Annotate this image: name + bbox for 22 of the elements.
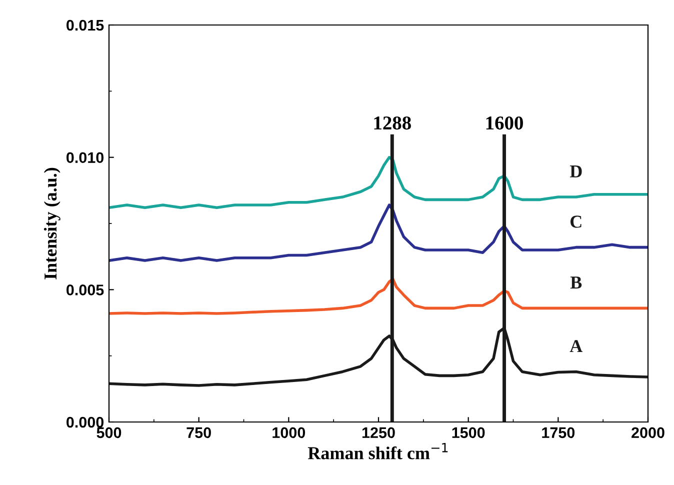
- x-axis-title: Raman shift cm$^{−1}$: [308, 442, 448, 460]
- y-tick-label: 0.015: [66, 20, 104, 31]
- y-tick-label: 0.010: [66, 152, 104, 164]
- y-tick-label: 0.005: [66, 284, 104, 296]
- x-tick-label: 1000: [272, 427, 306, 438]
- ref-line-label: 1600: [486, 116, 523, 130]
- x-tick-label: 1500: [452, 427, 485, 438]
- x-tick-label: 750: [186, 427, 211, 438]
- y-axis-title: Intensity (a.u.): [44, 168, 60, 280]
- series-label: B: [570, 276, 582, 289]
- y-tick-label: 0.000: [66, 416, 104, 428]
- series-label: D: [570, 165, 582, 178]
- series-label: A: [570, 340, 583, 352]
- x-tick-label: 2000: [632, 427, 664, 438]
- line-series: [109, 278, 648, 315]
- series-label: C: [570, 216, 582, 228]
- ref-line-label: 1288: [374, 116, 411, 130]
- x-tick-label: 500: [96, 427, 122, 438]
- x-tick-label: 1250: [362, 427, 395, 438]
- line-series: [109, 204, 648, 262]
- x-tick-label: 1750: [542, 427, 575, 438]
- line-series: [109, 156, 648, 210]
